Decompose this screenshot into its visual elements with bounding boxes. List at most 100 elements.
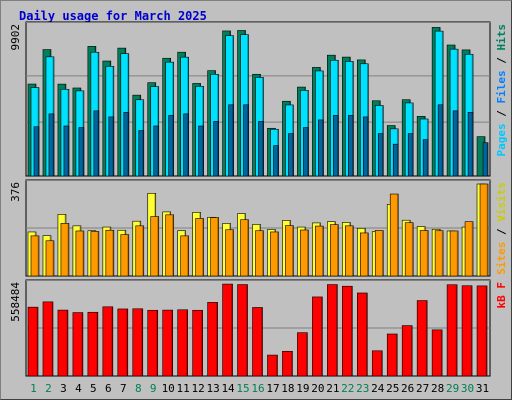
bar-kbf-day-19 [297, 332, 308, 377]
panel-hits-files-pages-ymax-label: 9902 [9, 24, 22, 51]
bar-pages-day-25 [392, 143, 399, 177]
x-label-day-10: 10 [162, 382, 175, 395]
bar-kbf-day-12 [192, 309, 203, 377]
bar-sites-day-5 [90, 231, 100, 277]
bar-pages-day-24 [377, 133, 384, 177]
bar-kbf-day-24 [371, 350, 383, 377]
x-label-day-24: 24 [371, 382, 385, 395]
x-label-day-15: 15 [236, 382, 249, 395]
legend-part-3: / [495, 51, 508, 71]
x-label-day-22: 22 [341, 382, 354, 395]
bar-pages-day-16 [258, 121, 264, 177]
panel-visits-sites-legend: Sites / Visits [495, 182, 508, 275]
x-label-day-25: 25 [386, 382, 399, 395]
bar-kbf-day-21 [327, 284, 338, 377]
x-label-day-30: 30 [461, 382, 474, 395]
legend-part-0: kB F [495, 282, 508, 309]
bar-pages-day-11 [183, 113, 189, 177]
bar-sites-day-8 [135, 225, 145, 277]
x-label-day-14: 14 [221, 382, 235, 395]
bar-pages-day-19 [303, 127, 309, 177]
bar-kbf-day-23 [356, 292, 368, 377]
x-label-day-1: 1 [30, 382, 37, 395]
bar-kbf-day-29 [446, 284, 458, 377]
legend-part-0: Sites [495, 242, 508, 275]
legend-part-2: Visits [495, 182, 508, 222]
bar-sites-day-20 [315, 225, 324, 277]
bar-sites-day-16 [255, 230, 264, 277]
bar-sites-day-25 [389, 193, 399, 277]
bar-kbf-day-11 [177, 309, 188, 377]
bar-sites-day-21 [330, 224, 339, 277]
legend-part-0: Pages [495, 123, 508, 156]
x-label-day-31: 31 [476, 382, 489, 395]
bar-pages-day-28 [437, 104, 444, 177]
bar-kbf-day-6 [102, 306, 114, 377]
bar-kbf-day-20 [312, 296, 323, 377]
x-label-day-7: 7 [120, 382, 127, 395]
bar-kbf-day-31 [476, 285, 488, 377]
x-label-day-6: 6 [105, 382, 112, 395]
bar-kbf-day-7 [117, 308, 129, 377]
bar-kbf-day-3 [57, 309, 69, 377]
bar-pages-day-6 [108, 116, 115, 177]
x-label-day-28: 28 [431, 382, 444, 395]
legend-part-4: Hits [495, 24, 508, 51]
legend-part-1: / [495, 104, 508, 124]
bar-sites-day-11 [180, 235, 189, 277]
bar-sites-day-1 [30, 235, 40, 277]
bar-kbf-day-26 [401, 325, 413, 377]
bar-kbf-day-4 [72, 312, 84, 377]
bar-pages-day-27 [422, 139, 429, 177]
bar-kbf-day-18 [282, 350, 293, 377]
bar-sites-day-6 [105, 229, 115, 277]
bar-kbf-day-30 [461, 285, 473, 377]
bar-sites-day-19 [300, 229, 309, 277]
bar-pages-day-8 [138, 130, 145, 177]
bar-pages-day-2 [48, 113, 55, 177]
bar-pages-day-13 [213, 121, 219, 177]
x-label-day-20: 20 [311, 382, 324, 395]
bar-kbf-day-2 [42, 301, 54, 377]
x-label-day-8: 8 [135, 382, 142, 395]
panel-kbf-legend: kB F [495, 282, 508, 309]
x-label-day-4: 4 [75, 382, 82, 395]
bar-pages-day-20 [318, 119, 324, 177]
bar-pages-day-4 [78, 127, 85, 177]
bar-pages-day-5 [93, 110, 100, 177]
bar-pages-day-31 [482, 142, 489, 177]
bar-kbf-day-14 [222, 283, 233, 377]
bar-sites-day-2 [45, 240, 55, 277]
bar-kbf-day-1 [27, 306, 39, 377]
x-label-day-18: 18 [281, 382, 294, 395]
bar-pages-day-14 [228, 104, 234, 177]
bar-kbf-day-9 [147, 309, 159, 377]
x-label-day-12: 12 [192, 382, 205, 395]
bar-pages-day-29 [452, 110, 459, 177]
bar-sites-day-27 [419, 230, 429, 277]
bar-sites-day-10 [165, 214, 175, 277]
bar-pages-day-10 [168, 115, 175, 177]
bar-kbf-day-17 [267, 354, 278, 377]
bar-sites-day-30 [464, 221, 474, 277]
chart-title: Daily usage for March 2025 [19, 9, 207, 23]
bar-kbf-day-16 [252, 307, 263, 377]
bar-kbf-day-10 [162, 309, 174, 377]
x-label-day-29: 29 [446, 382, 459, 395]
x-label-day-19: 19 [296, 382, 309, 395]
x-label-day-23: 23 [356, 382, 369, 395]
bar-sites-day-18 [285, 225, 294, 277]
bar-kbf-day-22 [342, 285, 353, 377]
bar-pages-day-9 [153, 125, 160, 177]
bar-sites-day-13 [210, 217, 219, 277]
x-label-day-9: 9 [150, 382, 157, 395]
bar-sites-day-15 [240, 219, 249, 277]
x-label-day-2: 2 [45, 382, 52, 395]
bar-pages-day-22 [348, 115, 354, 177]
bar-sites-day-3 [60, 223, 70, 277]
x-label-day-27: 27 [416, 382, 429, 395]
bar-sites-day-23 [359, 232, 369, 277]
panel-kbf-ymax-label: 558484 [9, 282, 22, 322]
bar-kbf-day-25 [386, 333, 398, 377]
